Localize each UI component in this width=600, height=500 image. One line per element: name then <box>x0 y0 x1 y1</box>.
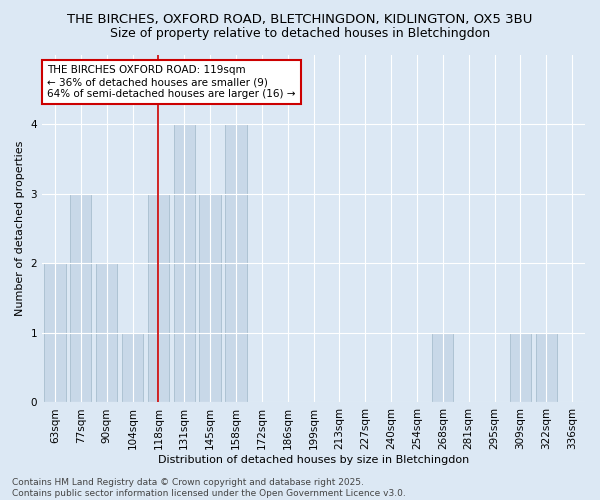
X-axis label: Distribution of detached houses by size in Bletchingdon: Distribution of detached houses by size … <box>158 455 469 465</box>
Bar <box>44 264 65 402</box>
Bar <box>536 333 557 402</box>
Bar <box>226 124 247 402</box>
Bar <box>148 194 169 402</box>
Bar <box>96 264 117 402</box>
Y-axis label: Number of detached properties: Number of detached properties <box>15 141 25 316</box>
Bar <box>510 333 531 402</box>
Text: THE BIRCHES, OXFORD ROAD, BLETCHINGDON, KIDLINGTON, OX5 3BU: THE BIRCHES, OXFORD ROAD, BLETCHINGDON, … <box>67 12 533 26</box>
Bar <box>199 194 221 402</box>
Text: Contains HM Land Registry data © Crown copyright and database right 2025.
Contai: Contains HM Land Registry data © Crown c… <box>12 478 406 498</box>
Bar <box>122 333 143 402</box>
Text: Size of property relative to detached houses in Bletchingdon: Size of property relative to detached ho… <box>110 28 490 40</box>
Text: THE BIRCHES OXFORD ROAD: 119sqm
← 36% of detached houses are smaller (9)
64% of : THE BIRCHES OXFORD ROAD: 119sqm ← 36% of… <box>47 66 296 98</box>
Bar <box>432 333 454 402</box>
Bar <box>173 124 195 402</box>
Bar <box>70 194 91 402</box>
